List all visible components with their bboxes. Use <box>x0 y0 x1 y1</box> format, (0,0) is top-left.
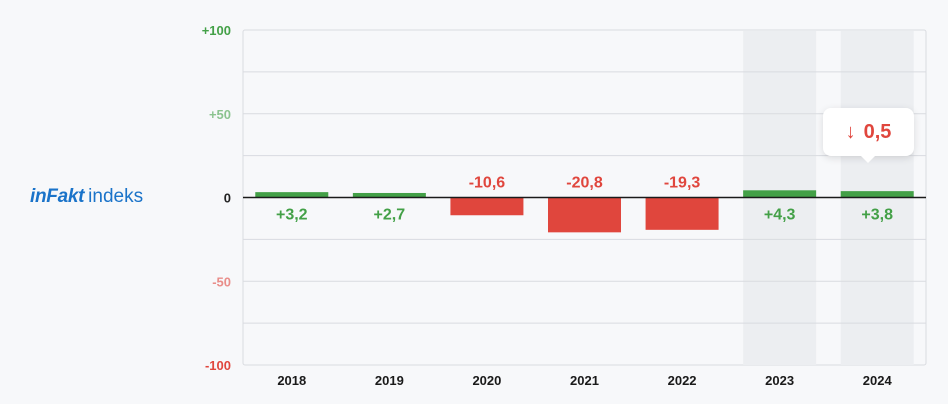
bar <box>255 192 329 198</box>
y-tick-label: +100 <box>202 23 231 38</box>
x-tick-label: 2024 <box>863 373 893 388</box>
data-label: +4,3 <box>764 207 796 224</box>
x-tick-label: 2021 <box>570 373 599 388</box>
y-tick-label: +50 <box>209 107 231 122</box>
data-label: +3,2 <box>276 207 308 224</box>
brand-logo: inFakt indeks <box>30 186 143 208</box>
y-tick-label: 0 <box>224 191 231 206</box>
x-tick-label: 2018 <box>277 373 306 388</box>
bar <box>548 197 621 233</box>
brand-logo-regular: indeks <box>88 186 144 207</box>
y-tick-label: -50 <box>212 274 231 289</box>
x-tick-label: 2019 <box>375 373 404 388</box>
bar <box>840 191 914 198</box>
x-tick-label: 2023 <box>765 373 794 388</box>
x-tick-label: 2022 <box>668 373 697 388</box>
bar <box>352 192 426 198</box>
data-label: -10,6 <box>469 175 506 192</box>
bar <box>450 197 524 216</box>
data-label: -19,3 <box>664 175 701 192</box>
arrow-down-icon: ↓ <box>845 120 856 143</box>
brand-logo-bold: inFakt <box>30 186 85 207</box>
bar <box>645 197 719 230</box>
tooltip-value: 0,5 <box>863 120 892 143</box>
y-tick-label: -100 <box>205 358 231 373</box>
data-label: -20,8 <box>566 175 603 192</box>
data-label: +3,8 <box>861 207 893 224</box>
value-tooltip: ↓ 0,5 <box>823 108 914 163</box>
data-label: +2,7 <box>374 207 406 224</box>
bar <box>743 190 817 198</box>
x-tick-label: 2020 <box>472 373 501 388</box>
